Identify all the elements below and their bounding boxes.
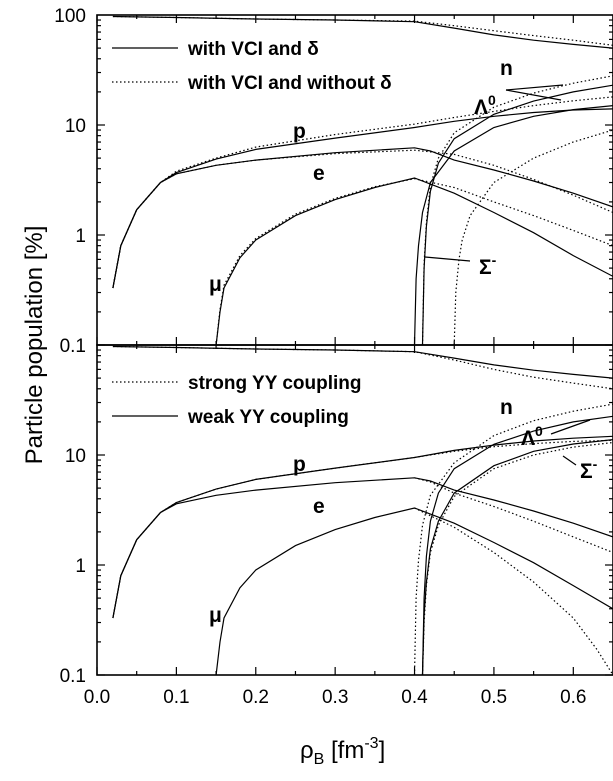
top-panel-curves [112, 15, 613, 346]
ytick-bottom-10: 10 [65, 446, 86, 467]
label-p-bottom: p [293, 453, 306, 476]
label-n-bottom: n [500, 396, 513, 419]
y-tick-labels: 100 10 1 0.1 10 1 0.1 [54, 6, 86, 687]
top-annotations: n Λ0 p e μ Σ- [209, 57, 564, 296]
xtick-0.5: 0.5 [481, 687, 507, 708]
x-axis-label: ρB [fm-3] [300, 735, 385, 768]
sigma-top-arrow [424, 256, 471, 262]
ytick-top-10: 10 [65, 116, 86, 137]
series-line-bottom-6 [215, 507, 613, 676]
xtick-0.2: 0.2 [243, 687, 269, 708]
legend-bottom-item-2: weak YY coupling [187, 407, 349, 428]
bottom-panel-curves [112, 345, 613, 676]
series-line-top-11 [453, 129, 613, 346]
label-lambda-top: Λ0 [474, 92, 496, 119]
label-lambda-bottom-sup: 0 [535, 423, 543, 439]
series-line-top-6 [215, 177, 613, 346]
x-tick-labels: 0.0 0.1 0.2 0.3 0.4 0.5 0.6 [84, 687, 587, 708]
label-lambda-top-sup: 0 [488, 92, 496, 108]
series-line-top-8 [421, 84, 613, 346]
xtick-0.1: 0.1 [163, 687, 189, 708]
top-legend: with VCI and δ with VCI and without δ [112, 39, 392, 94]
label-lambda-top-letter: Λ [474, 96, 488, 119]
y-axis-label: Particle population [%] [21, 226, 48, 465]
ytick-top-100: 100 [54, 6, 86, 27]
lambda-top-arrow-2 [505, 89, 562, 101]
label-e-top: e [313, 162, 325, 185]
label-sigma-bottom-sup: - [593, 456, 598, 472]
series-line-bottom-9 [413, 403, 613, 676]
x-axis-label-rho: ρ [300, 737, 314, 764]
ytick-top-1: 1 [75, 226, 86, 247]
series-line-top-2 [112, 108, 613, 289]
label-sigma-top: Σ- [479, 252, 497, 279]
label-n-top: n [500, 57, 513, 80]
label-p-top: p [293, 120, 306, 143]
label-sigma-top-sup: - [492, 252, 497, 268]
ytick-bottom-1: 1 [75, 556, 86, 577]
x-axis-label-close: ] [379, 737, 386, 764]
series-line-bottom-5 [414, 477, 613, 554]
xtick-0.3: 0.3 [322, 687, 348, 708]
bottom-annotations: n Λ0 p e μ Σ- [209, 396, 598, 627]
label-sigma-bottom-letter: Σ [580, 460, 593, 483]
ytick-top-0.1: 0.1 [60, 336, 86, 357]
label-mu-top: μ [209, 273, 222, 296]
series-line-top-5 [112, 149, 613, 289]
label-lambda-bottom-letter: Λ [521, 427, 535, 450]
series-line-top-10 [413, 105, 613, 346]
label-mu-bottom: μ [209, 604, 222, 627]
series-line-top-4 [112, 147, 613, 289]
xtick-0.0: 0.0 [84, 687, 110, 708]
series-line-top-3 [112, 96, 613, 289]
lambda-bottom-arrow [550, 419, 591, 435]
bottom-panel-frame [96, 344, 613, 676]
series-line-bottom-4 [112, 477, 613, 619]
series-line-bottom-7 [414, 507, 613, 676]
xtick-0.6: 0.6 [560, 687, 586, 708]
legend-top-item-2: with VCI and without δ [187, 73, 392, 94]
xtick-0.4: 0.4 [401, 687, 428, 708]
lambda-top-arrow-1 [505, 84, 564, 91]
series-line-bottom-8 [421, 415, 613, 676]
label-sigma-top-letter: Σ [479, 256, 492, 279]
x-axis-label-unit: [fm [324, 737, 364, 764]
label-sigma-bottom: Σ- [580, 456, 598, 483]
series-line-bottom-3 [112, 439, 613, 619]
x-axis-label-sup: -3 [364, 735, 378, 752]
sigma-bottom-arrow [562, 455, 577, 466]
series-line-bottom-2 [112, 435, 613, 619]
legend-bottom-item-1: strong YY coupling [188, 373, 361, 394]
ytick-bottom-0.1: 0.1 [60, 666, 86, 687]
top-panel-frame [96, 14, 613, 346]
x-axis-label-sub: B [314, 751, 325, 768]
legend-top-item-1: with VCI and δ [187, 39, 319, 60]
label-lambda-bottom: Λ0 [521, 423, 543, 450]
bottom-legend: strong YY coupling weak YY coupling [112, 373, 361, 428]
label-e-bottom: e [313, 495, 325, 518]
